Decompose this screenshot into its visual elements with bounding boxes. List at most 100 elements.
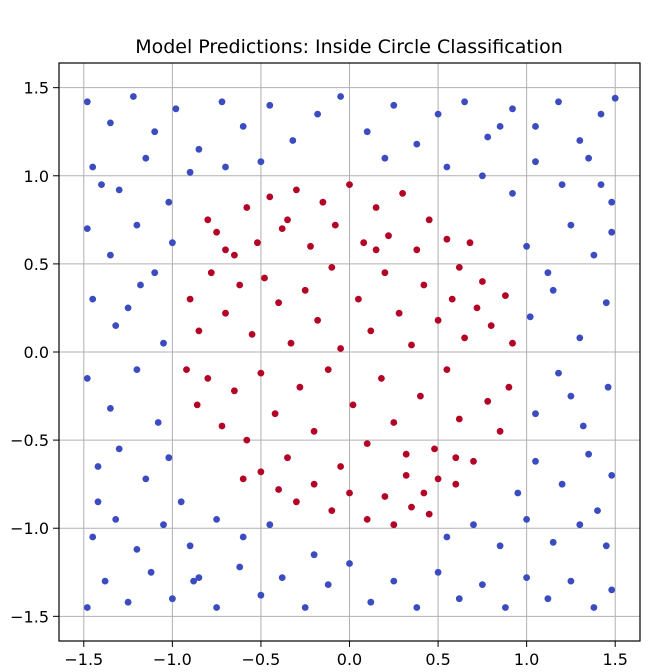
point-outside (124, 598, 132, 606)
point-inside (399, 190, 406, 197)
point-outside (190, 577, 198, 585)
point-outside (98, 181, 105, 189)
x-tick-label: −1.5 (64, 650, 103, 669)
point-outside (213, 604, 221, 611)
point-outside (602, 299, 610, 307)
point-inside (367, 327, 375, 335)
point-outside (367, 598, 375, 606)
point-inside (271, 410, 279, 418)
point-inside (284, 216, 291, 224)
point-outside (479, 581, 486, 588)
point-inside (275, 299, 282, 307)
point-outside (218, 98, 226, 106)
point-inside (455, 264, 463, 271)
point-inside (443, 366, 451, 373)
point-outside (523, 242, 530, 250)
point-outside (115, 445, 123, 453)
point-outside (604, 383, 612, 391)
point-inside (448, 295, 456, 303)
point-inside (470, 457, 477, 465)
point-inside (455, 415, 463, 423)
point-outside (151, 269, 159, 277)
point-outside (195, 574, 203, 581)
y-tick-label: 1.5 (24, 79, 49, 98)
point-inside (509, 339, 516, 347)
point-inside (328, 507, 336, 514)
point-inside (425, 510, 433, 518)
point-outside (324, 581, 332, 588)
point-inside (248, 331, 256, 338)
point-outside (470, 521, 477, 529)
point-outside (165, 198, 173, 206)
point-outside (89, 533, 97, 541)
point-inside (293, 186, 300, 194)
point-outside (479, 172, 486, 180)
point-outside (496, 542, 504, 550)
point-inside (310, 427, 318, 435)
point-inside (413, 246, 421, 254)
point-outside (390, 577, 398, 585)
point-inside (243, 204, 251, 211)
point-outside (455, 595, 463, 603)
x-tick-label: 0.0 (337, 650, 362, 669)
point-outside (83, 98, 91, 106)
point-inside (434, 475, 442, 483)
point-inside (261, 274, 268, 282)
point-outside (147, 568, 155, 576)
point-inside (337, 345, 344, 352)
point-outside (443, 533, 451, 541)
point-outside (101, 577, 109, 585)
point-inside (293, 498, 300, 506)
x-tick-label: 1.0 (514, 650, 539, 669)
point-outside (94, 498, 102, 506)
y-tick-label: −1.0 (10, 519, 49, 538)
point-outside (608, 586, 616, 594)
point-outside (496, 123, 504, 130)
point-inside (487, 322, 495, 329)
point-inside (385, 232, 392, 240)
point-inside (324, 366, 332, 373)
point-inside (218, 422, 226, 430)
y-tick-label: 1.0 (24, 167, 49, 186)
point-outside (278, 574, 286, 581)
point-outside (585, 154, 592, 162)
point-inside (278, 225, 286, 233)
point-inside (314, 316, 321, 324)
x-tick-label: −0.5 (242, 650, 281, 669)
point-inside (319, 198, 327, 206)
point-inside (420, 281, 428, 289)
point-outside (590, 251, 598, 259)
point-inside (186, 295, 194, 303)
point-inside (395, 309, 403, 317)
point-outside (567, 392, 575, 400)
point-outside (346, 560, 353, 567)
point-outside (239, 123, 247, 130)
point-outside (576, 521, 584, 529)
point-inside (222, 309, 229, 317)
point-outside (434, 110, 442, 118)
point-inside (452, 480, 460, 488)
point-inside (222, 246, 229, 254)
point-outside (390, 101, 398, 109)
point-outside (585, 450, 592, 458)
point-outside (257, 591, 265, 599)
y-tick-label: −1.5 (10, 607, 49, 626)
axis-ticks: −1.5 −1.0 −0.5 0.0 0.5 1.0 1.5 1.5 1.0 0.5 0.0 −0.5… (10, 79, 628, 669)
point-inside (363, 516, 371, 523)
point-outside (169, 239, 176, 247)
point-outside (160, 521, 167, 529)
point-inside (381, 269, 389, 277)
point-outside (608, 198, 616, 206)
point-outside (186, 168, 194, 176)
point-inside (502, 292, 509, 299)
point-inside (420, 489, 428, 497)
point-inside (431, 445, 438, 453)
point-outside (413, 604, 421, 611)
point-inside (402, 472, 410, 479)
point-outside (608, 472, 616, 479)
point-outside (549, 538, 557, 546)
point-inside (461, 334, 468, 342)
point-outside (558, 181, 566, 189)
point-inside (378, 375, 385, 382)
point-outside (314, 110, 321, 118)
